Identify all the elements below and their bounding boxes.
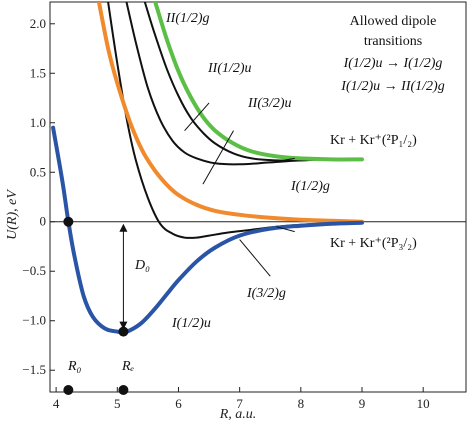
note-transition-1: I(1/2)u → I(1/2)g <box>343 56 443 71</box>
series <box>51 2 364 334</box>
label-pointer-line <box>282 157 295 161</box>
y-tick-label: −0.5 <box>22 263 46 278</box>
x-tick-label: 10 <box>417 396 430 411</box>
arrow-head-up <box>119 223 128 232</box>
x-tick-label: 6 <box>175 396 182 411</box>
label-I-1-2-g: I(1/2)g <box>290 179 330 194</box>
y-tick-label: 1.0 <box>30 115 46 130</box>
note-transition-2: I(1/2)u → II(1/2)g <box>340 79 444 94</box>
series-line-i-1-2-g <box>96 2 364 224</box>
series-line-i-3-2-g <box>107 2 363 239</box>
y-ticks: −1.5 −1.0 −0.5 0 0.5 1.0 1.5 2.0 <box>22 16 55 377</box>
label-I-3-2-g: I(3/2)g <box>246 286 286 301</box>
series-line-ii-1-2-g <box>153 2 364 162</box>
allowed-transitions-note: Allowed dipole transitions I(1/2)u → I(1… <box>340 14 444 94</box>
y-tick-label: 2.0 <box>30 16 46 31</box>
y-axis-label: U(R), eV <box>5 189 20 240</box>
x-tick-label: 7 <box>236 396 243 411</box>
y-tick-label: 0.5 <box>30 164 46 179</box>
y-tick-label: −1.5 <box>22 362 46 377</box>
data-marker <box>63 216 74 227</box>
axes: 4 5 6 7 8 9 10 −1.5 −1.0 −0.5 0 0.5 1.0 1.5 2.0 <box>22 1 467 411</box>
data-marker <box>118 326 129 337</box>
label-pointer-line <box>202 130 234 185</box>
x-axis-label: R, a.u. <box>219 407 257 422</box>
arrow-head-down <box>119 321 128 330</box>
asymptote-label-upper: Kr + Kr⁺(²P₁/₂) <box>330 133 417 148</box>
label-II-1-2-u: II(1/2)u <box>207 61 252 76</box>
r0-label: R₀ <box>67 359 82 374</box>
label-II-3-2-u: II(3/2)u <box>247 96 292 111</box>
note-title-line1: Allowed dipole <box>350 14 437 29</box>
re-label: Rₑ <box>121 359 135 374</box>
y-tick-label: −1.0 <box>22 313 46 328</box>
plot-frame <box>49 1 467 393</box>
series-line-i-1-2-u <box>51 125 364 334</box>
y-tick-label: 1.5 <box>30 65 46 80</box>
x-ticks: 4 5 6 7 8 9 10 <box>53 387 430 411</box>
y-tick-label: 0 <box>40 214 47 229</box>
x-tick-label: 8 <box>298 396 305 411</box>
label-pointer-line <box>276 226 295 233</box>
label-II-1-2-g: II(1/2)g <box>165 11 210 26</box>
label-pointers <box>184 102 295 277</box>
label-pointer-line <box>184 102 210 132</box>
asymptote-label-lower: Kr + Kr⁺(²P₃/₂) <box>330 236 417 251</box>
x-tick-label: 4 <box>53 396 60 411</box>
curve-labels: II(1/2)g II(1/2)u II(3/2)u I(1/2)g I(3/2… <box>67 11 417 374</box>
x-tick-label: 5 <box>114 396 121 411</box>
label-I-1-2-u: I(1/2)u <box>171 316 211 331</box>
markers <box>63 216 129 396</box>
data-marker <box>118 385 129 396</box>
note-title-line2: transitions <box>364 34 422 49</box>
x-tick-label: 9 <box>359 396 366 411</box>
dissociation-energy-label: D₀ <box>134 258 150 273</box>
data-marker <box>63 385 74 396</box>
label-pointer-line <box>239 239 271 277</box>
